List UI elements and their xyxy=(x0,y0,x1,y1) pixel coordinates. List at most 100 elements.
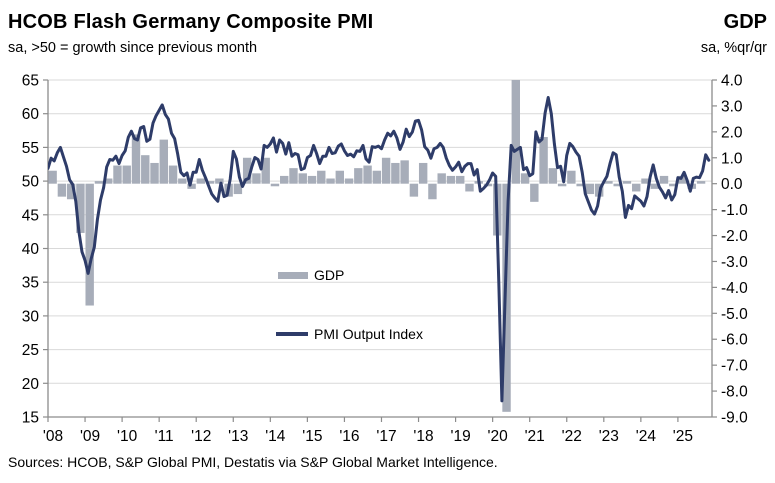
left-axis-tick-label: 45 xyxy=(22,207,39,224)
right-axis-subtitle: sa, %qr/qr xyxy=(700,40,767,56)
gdp-bar xyxy=(585,183,595,195)
left-axis-tick-label: 35 xyxy=(22,275,39,292)
right-axis-tick-label: -2.0 xyxy=(721,228,748,245)
x-axis-tick-label: '21 xyxy=(525,428,545,445)
gdp-bar xyxy=(104,178,113,184)
gdp-bar xyxy=(409,183,419,197)
left-axis-tick-label: 50 xyxy=(22,174,40,191)
gdp-bar xyxy=(678,175,687,184)
gdp-bar xyxy=(178,178,187,184)
axis-labels: 65 60 55 50 45 40 35 30 25 20 15 4.0 3.0 2.0 1.0 0.0 -1.… xyxy=(22,73,748,446)
x-axis-tick-label: '19 xyxy=(450,428,470,445)
pmi-legend-swatch xyxy=(276,332,308,336)
gdp-bar xyxy=(548,168,558,184)
x-axis-tick-label: '10 xyxy=(117,428,138,445)
gdp-bar xyxy=(215,178,224,184)
chart-subtitle: sa, >50 = growth since previous month xyxy=(8,40,258,56)
gdp-bar xyxy=(456,175,465,184)
gdp-bar xyxy=(326,178,335,184)
axes xyxy=(43,79,717,422)
right-axis-tick-label: -1.0 xyxy=(721,202,748,219)
left-axis-tick-label: 40 xyxy=(22,241,40,258)
gdp-bar xyxy=(381,157,391,184)
gdp-bar xyxy=(557,183,567,187)
gdp-bar xyxy=(150,162,159,184)
gdp-bar xyxy=(66,183,76,200)
gdp-bar xyxy=(659,175,669,184)
gdp-bar xyxy=(122,165,131,184)
right-axis-tick-label: -4.0 xyxy=(721,280,748,297)
gdp-bar xyxy=(372,170,382,184)
gdp-bar xyxy=(391,162,400,184)
gdp-bar xyxy=(567,170,576,184)
pmi-legend-label: PMI Output Index xyxy=(314,326,423,342)
x-axis-tick-label: '15 xyxy=(302,428,322,445)
x-axis-tick-label: '13 xyxy=(228,428,248,445)
gdp-bar xyxy=(317,170,326,184)
chart-title: HCOB Flash Germany Composite PMI xyxy=(8,11,374,33)
x-axis-tick-label: '20 xyxy=(488,428,509,445)
left-axis-tick-label: 65 xyxy=(22,73,39,90)
gdp-bar xyxy=(113,165,122,184)
gdp-bar xyxy=(520,173,530,184)
x-axis-tick-label: '12 xyxy=(191,428,211,445)
gdp-bar xyxy=(446,175,456,184)
gdp-bar xyxy=(576,183,585,187)
gdp-bar xyxy=(632,183,641,192)
x-axis-tick-label: '16 xyxy=(339,428,359,445)
x-axis-tick-label: '23 xyxy=(599,428,619,445)
gdp-bar xyxy=(270,183,280,187)
gdp-bar xyxy=(48,170,57,184)
pmi-line xyxy=(48,96,711,403)
gdp-bar xyxy=(289,168,298,184)
x-axis-tick-label: '22 xyxy=(562,428,582,445)
gdp-bar xyxy=(400,160,409,184)
right-axis-tick-label: -8.0 xyxy=(721,384,748,401)
gdp-bar xyxy=(85,183,94,306)
right-axis-tick-label: 4.0 xyxy=(721,73,743,90)
x-axis-tick-label: '11 xyxy=(155,428,174,445)
gdp-bar xyxy=(511,80,521,184)
gdp-bar xyxy=(187,183,196,189)
gdp-bar xyxy=(57,183,67,197)
right-axis-tick-label: 0.0 xyxy=(721,176,743,193)
gdp-bar xyxy=(696,181,706,184)
gdp-bar xyxy=(428,183,437,200)
left-axis-tick-label: 20 xyxy=(22,376,40,393)
gdp-bar xyxy=(465,183,474,192)
gdp-bar xyxy=(94,181,104,184)
gdp-bar xyxy=(252,173,261,184)
gdp-bar xyxy=(335,170,344,184)
gdp-bar xyxy=(363,165,372,184)
gdp-bar xyxy=(650,183,659,189)
gdp-bar xyxy=(354,168,363,184)
source-note: Sources: HCOB, S&P Global PMI, Destatis … xyxy=(8,454,498,470)
left-axis-tick-label: 15 xyxy=(22,410,39,427)
gdp-bar xyxy=(141,155,150,184)
gdp-bar xyxy=(242,157,252,184)
gdp-bar xyxy=(613,183,622,187)
gdp-bar xyxy=(280,175,289,184)
right-axis-tick-label: -7.0 xyxy=(721,358,748,375)
x-axis-tick-label: '18 xyxy=(413,428,433,445)
x-axis-tick-label: '08 xyxy=(43,428,63,445)
x-axis-tick-label: '17 xyxy=(376,428,396,445)
gdp-legend-label: GDP xyxy=(314,267,345,283)
left-axis-tick-label: 30 xyxy=(22,308,40,325)
right-axis-tick-label: -5.0 xyxy=(721,306,748,323)
x-axis-tick-label: '14 xyxy=(265,428,286,445)
gdp-bar xyxy=(196,178,206,184)
gdp-bar xyxy=(641,178,650,184)
gdp-bar xyxy=(669,183,678,187)
gdp-bar xyxy=(539,137,548,184)
x-axis-tick-label: '09 xyxy=(80,428,100,445)
gdp-bar xyxy=(131,134,141,184)
right-axis-tick-label: -6.0 xyxy=(721,332,748,349)
gdp-bar xyxy=(76,183,85,233)
gdp-legend-swatch xyxy=(278,272,308,279)
gdp-bar xyxy=(261,157,270,184)
gdp-bar xyxy=(437,173,446,184)
gdp-bar xyxy=(159,139,168,184)
